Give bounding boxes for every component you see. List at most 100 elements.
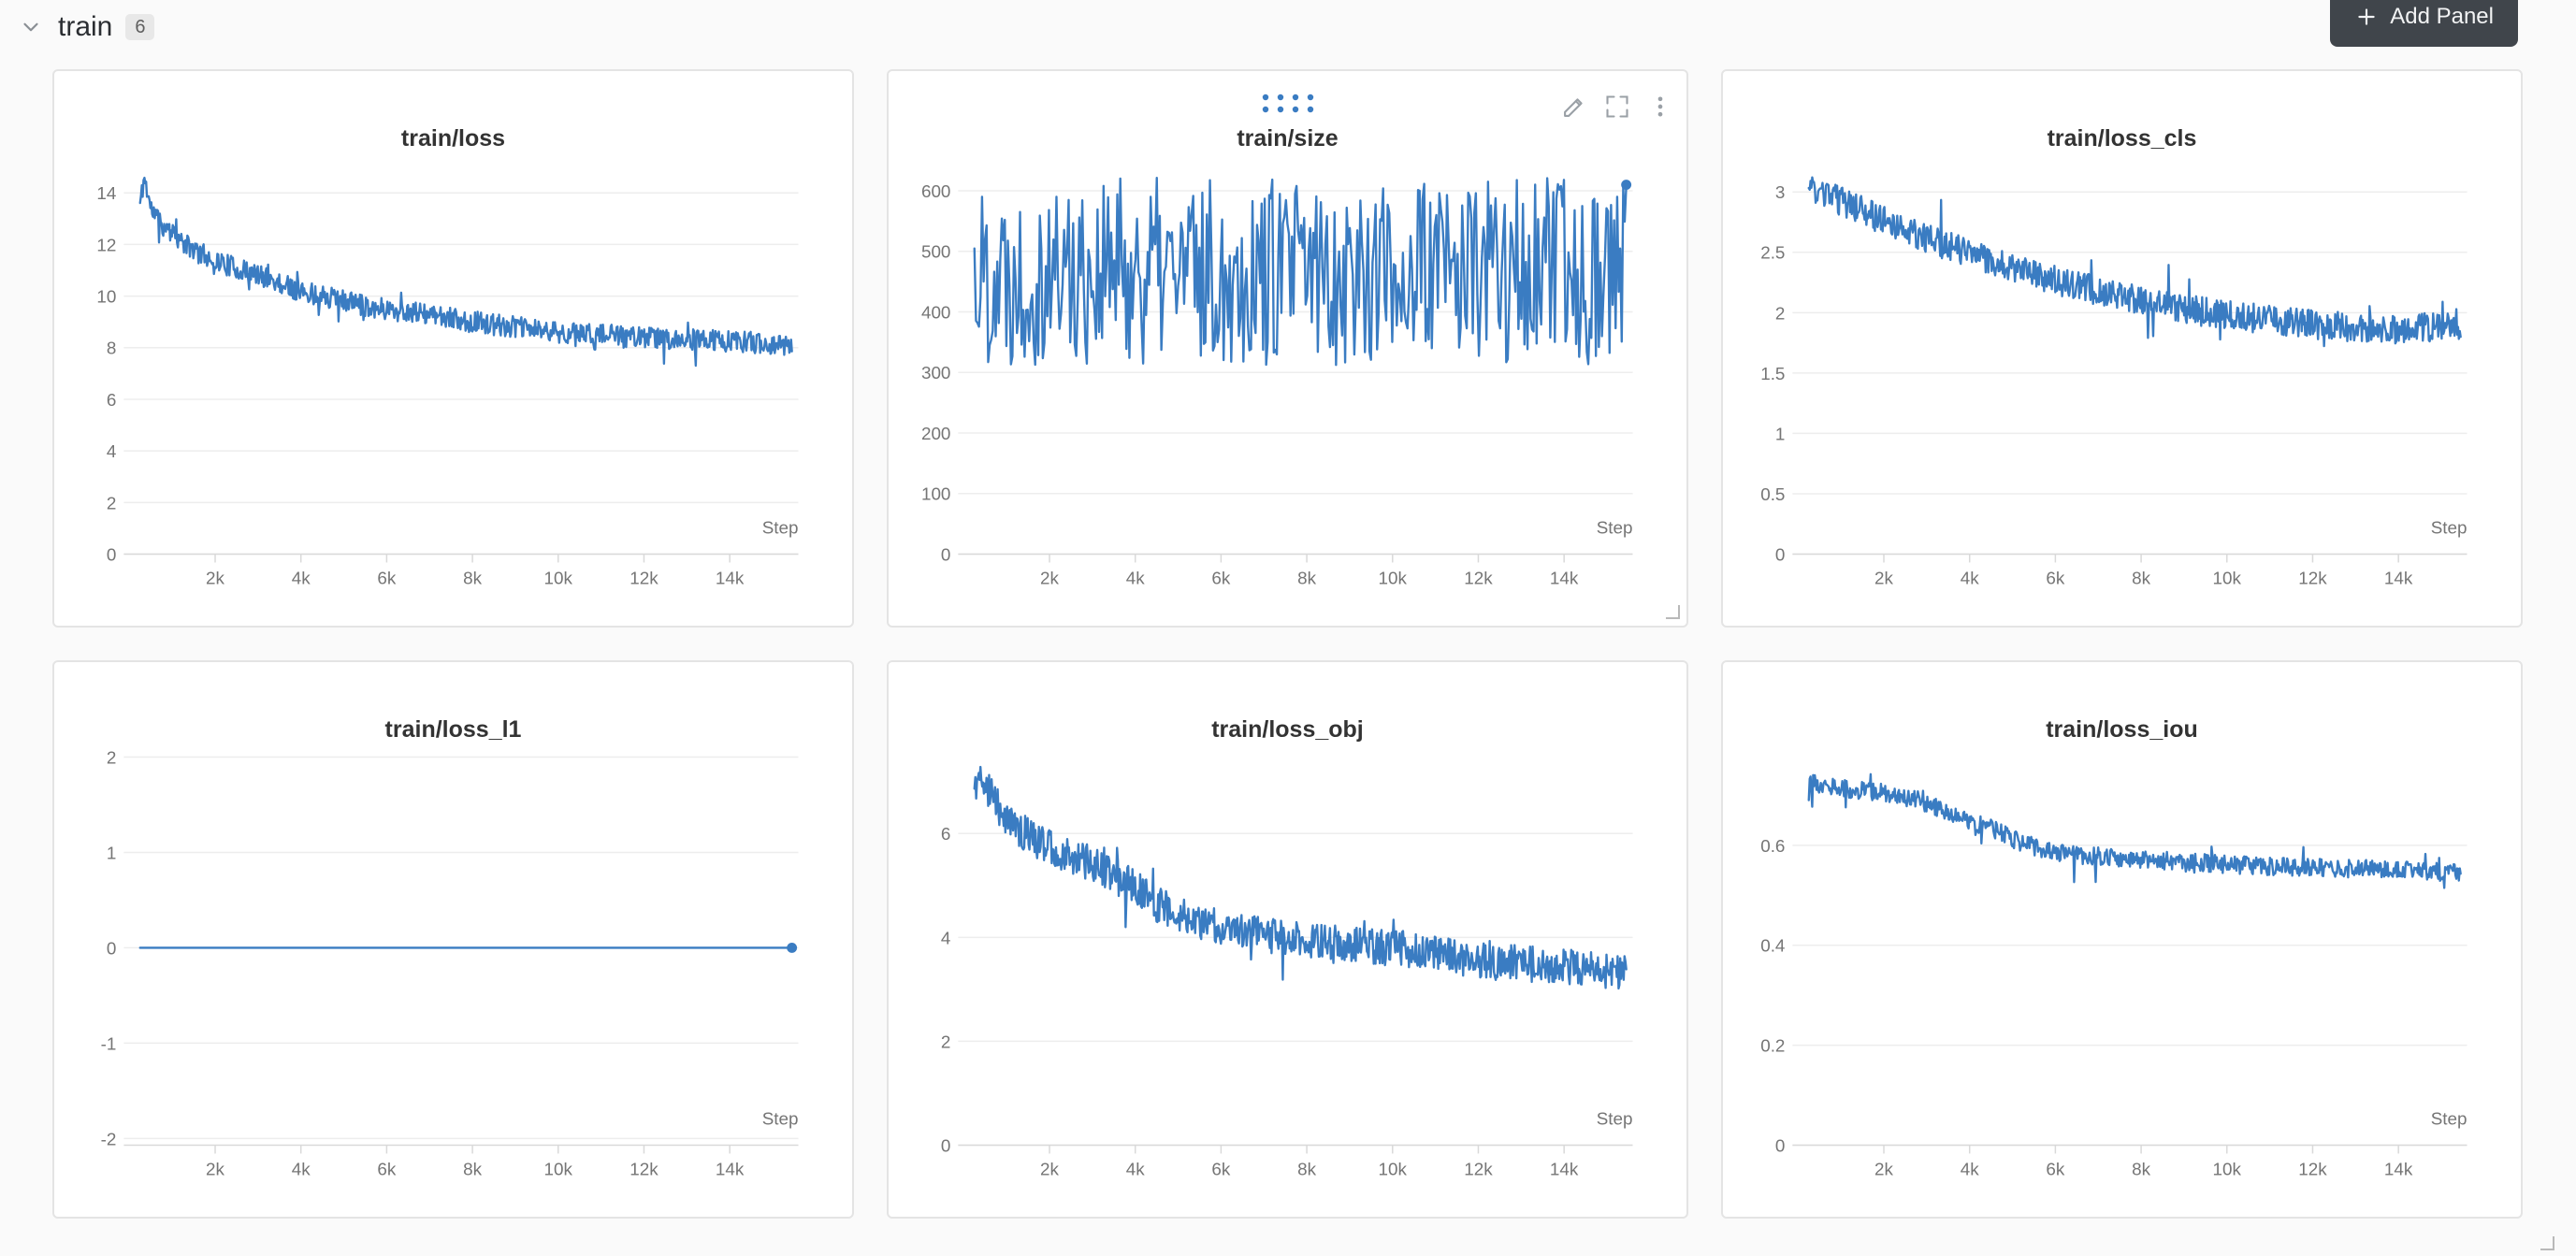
chart-title: train/loss_cls [2047,125,2197,152]
svg-text:10: 10 [96,287,116,307]
panel-count-badge: 6 [125,14,155,40]
svg-text:10k: 10k [2213,568,2242,587]
svg-text:8k: 8k [1297,1159,1316,1178]
svg-text:2: 2 [107,747,116,767]
panel-grid: train/loss 0 2 4 6 8 10 12 14 2k 4k 6k 8k 10k 12k 14k S… [52,69,2523,1219]
svg-text:14k: 14k [2384,568,2413,587]
svg-text:0: 0 [941,1135,951,1155]
svg-text:12k: 12k [2298,1159,2327,1178]
svg-text:10k: 10k [2213,1159,2242,1178]
svg-text:10k: 10k [1379,1159,1408,1178]
svg-text:6k: 6k [377,568,396,587]
svg-text:4k: 4k [292,568,311,587]
resize-handle-icon[interactable] [1664,603,1681,620]
add-panel-label: Add Panel [2390,4,2494,29]
svg-text:8k: 8k [463,1159,482,1178]
svg-text:1.5: 1.5 [1760,364,1785,383]
svg-text:400: 400 [921,302,950,322]
svg-text:12k: 12k [630,568,658,587]
svg-text:8k: 8k [1297,568,1316,587]
drag-handle-icon[interactable] [1259,90,1317,121]
svg-text:12k: 12k [1464,1159,1493,1178]
section-resize-handle-icon[interactable] [2539,1234,2555,1251]
svg-text:2k: 2k [1874,1159,1893,1178]
svg-text:0.6: 0.6 [1760,836,1785,856]
svg-text:0.4: 0.4 [1760,936,1785,956]
svg-text:10k: 10k [1379,568,1408,587]
svg-text:1: 1 [1775,424,1786,443]
line-chart[interactable]: 0 0.5 1 1.5 2 2.5 3 2k 4k 6k 8k 10k 12k 14k Step [1723,71,2521,626]
svg-text:1: 1 [107,843,116,862]
svg-text:6k: 6k [1211,568,1230,587]
line-chart[interactable]: 0 0.2 0.4 0.6 2k 4k 6k 8k 10k 12k 14k Step [1723,662,2521,1217]
svg-text:0: 0 [1775,1135,1786,1155]
chart-title: train/loss [400,125,506,152]
line-chart[interactable]: -2 -1 0 1 2 2k 4k 6k 8k 10k 12k 14k Step [54,662,852,1217]
svg-text:2k: 2k [1040,568,1059,587]
svg-text:500: 500 [921,242,950,262]
svg-text:-2: -2 [101,1129,117,1148]
svg-text:14: 14 [96,183,116,203]
chart-panel: train/loss_iou 0 0.2 0.4 0.6 2k 4k 6k 8k 10k 12k 1… [1721,660,2523,1219]
svg-text:2k: 2k [1874,568,1893,587]
svg-text:Step: Step [762,518,799,538]
svg-text:100: 100 [921,484,950,504]
svg-text:10k: 10k [544,1159,573,1178]
add-panel-button[interactable]: Add Panel [2330,0,2518,47]
svg-text:4: 4 [941,928,951,947]
svg-text:4k: 4k [1126,1159,1145,1178]
chart-title: train/size [1237,125,1339,152]
svg-text:2: 2 [1775,303,1786,323]
svg-text:0: 0 [941,544,951,564]
chart-title: train/loss_iou [2046,716,2198,743]
svg-text:2.5: 2.5 [1760,243,1785,263]
chart-title: train/loss_l1 [384,716,522,743]
svg-text:2k: 2k [206,568,224,587]
svg-text:14k: 14k [2384,1159,2413,1178]
edit-pencil-icon[interactable] [1561,94,1587,120]
kebab-menu-icon[interactable] [1647,94,1673,120]
svg-text:6: 6 [107,390,116,410]
plus-icon [2354,5,2379,29]
svg-text:3: 3 [1775,182,1786,202]
fullscreen-icon[interactable] [1604,94,1630,120]
svg-text:Step: Step [2431,1109,2467,1129]
svg-text:8k: 8k [463,568,482,587]
svg-text:4k: 4k [1126,568,1145,587]
svg-text:0.5: 0.5 [1760,484,1785,504]
chart-panel: train/loss_obj 0 2 4 6 2k 4k 6k 8k 10k 12k 14k Step [887,660,1688,1219]
svg-text:12k: 12k [1464,568,1493,587]
svg-text:2k: 2k [1040,1159,1059,1178]
svg-text:0.2: 0.2 [1760,1036,1785,1056]
svg-text:14k: 14k [1550,1159,1579,1178]
svg-text:4k: 4k [1961,568,1979,587]
svg-text:6k: 6k [2046,568,2064,587]
svg-text:-1: -1 [101,1033,117,1053]
svg-text:12k: 12k [2298,568,2327,587]
svg-text:4k: 4k [1961,1159,1979,1178]
chevron-down-icon[interactable] [17,13,45,41]
chart-panel: train/loss 0 2 4 6 8 10 12 14 2k 4k 6k 8k 10k 12k 14k S… [52,69,854,628]
svg-text:Step: Step [1597,518,1633,538]
svg-text:2: 2 [941,1032,951,1051]
svg-text:12: 12 [96,235,116,254]
svg-text:8: 8 [107,339,116,358]
svg-text:4k: 4k [292,1159,311,1178]
chart-title: train/loss_obj [1211,716,1364,743]
svg-text:8k: 8k [2132,568,2150,587]
svg-text:0: 0 [107,544,116,564]
section-title[interactable]: train [58,11,113,42]
svg-text:200: 200 [921,424,950,443]
svg-text:2k: 2k [206,1159,224,1178]
chart-panel: train/loss_l1 -2 -1 0 1 2 2k 4k 6k 8k 10k 12k 14k St… [52,660,854,1219]
svg-text:6k: 6k [2046,1159,2064,1178]
svg-text:600: 600 [921,181,950,201]
section-header: train 6 [17,0,155,54]
chart-panel: train/loss_cls 0 0.5 1 1.5 2 2.5 3 2k 4k 6k 8k 10k 1… [1721,69,2523,628]
svg-text:300: 300 [921,363,950,383]
line-chart[interactable]: 0 2 4 6 8 10 12 14 2k 4k 6k 8k 10k 12k 14k Step [54,71,852,626]
line-chart[interactable]: 0 100 200 300 400 500 600 2k 4k 6k 8k 10k 12k 14k Step [889,71,1686,626]
line-chart[interactable]: 0 2 4 6 2k 4k 6k 8k 10k 12k 14k Step [889,662,1686,1217]
svg-text:14k: 14k [1550,568,1579,587]
svg-text:14k: 14k [716,1159,745,1178]
